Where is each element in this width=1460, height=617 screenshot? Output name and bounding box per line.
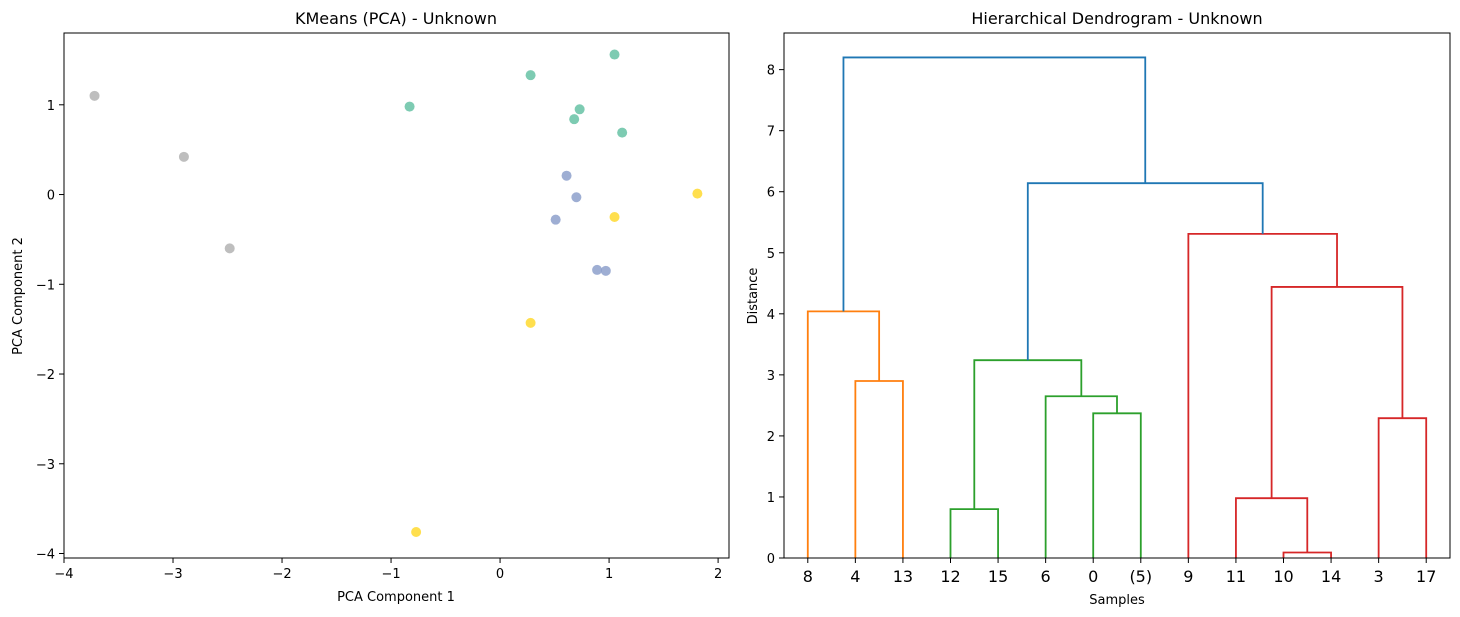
scatter-point <box>571 192 582 203</box>
dendrogram-y-tick-label: 6 <box>767 186 775 201</box>
dendrogram-y-axis-label: Distance <box>746 268 761 325</box>
dendrogram-links <box>806 56 1428 558</box>
scatter-y-tick-label: −1 <box>36 278 55 293</box>
dendrogram-chart: Hierarchical Dendrogram - Unknown Sample… <box>746 9 1451 608</box>
scatter-point <box>609 49 620 60</box>
scatter-x-axis-label: PCA Component 1 <box>337 590 455 605</box>
dendrogram-link <box>1044 395 1118 558</box>
scatter-point <box>178 151 189 162</box>
dendrogram-leaf-label: 9 <box>1183 567 1193 586</box>
dendrogram-leaf-label: 13 <box>893 567 913 586</box>
scatter-point <box>525 317 536 328</box>
kmeans-scatter-chart: KMeans (PCA) - Unknown PCA Component 1 P… <box>11 9 730 605</box>
dendrogram-link <box>854 380 904 558</box>
dendrogram-link <box>1092 412 1142 558</box>
dendrogram-link <box>1187 232 1338 558</box>
scatter-point <box>592 264 603 275</box>
dendrogram-title: Hierarchical Dendrogram - Unknown <box>971 9 1262 28</box>
dendrogram-y-tick-label: 0 <box>767 552 775 567</box>
scatter-point <box>89 90 100 101</box>
scatter-x-tick-label: 1 <box>605 567 613 582</box>
scatter-point <box>692 188 703 199</box>
dendrogram-link <box>842 56 1147 312</box>
dendrogram-leaf-label: 8 <box>803 567 813 586</box>
scatter-y-tick-label: −4 <box>36 548 55 563</box>
dendrogram-y-tick-label: 3 <box>767 369 775 384</box>
dendrogram-link <box>973 359 1083 510</box>
dendrogram-leaf-label: 17 <box>1416 567 1436 586</box>
dendrogram-leaf-label: 11 <box>1226 567 1246 586</box>
scatter-point <box>224 243 235 254</box>
scatter-x-tick-label: −3 <box>163 567 182 582</box>
scatter-plot-frame <box>63 32 730 559</box>
scatter-point <box>617 127 628 138</box>
scatter-point <box>569 114 580 125</box>
scatter-point <box>404 101 415 112</box>
dendrogram-link <box>1235 497 1309 558</box>
dendrogram-y-tick-label: 7 <box>767 125 775 140</box>
scatter-x-tick-label: 0 <box>496 567 504 582</box>
dendrogram-plot-frame <box>783 32 1451 559</box>
scatter-y-tick-label: 1 <box>47 99 55 114</box>
dendrogram-leaf-label: 10 <box>1273 567 1293 586</box>
scatter-y-tick-label: 0 <box>47 189 55 204</box>
scatter-x-tick-label: −1 <box>381 567 400 582</box>
dendrogram-y-tick-label: 2 <box>767 430 775 445</box>
dendrogram-leaf-label: 0 <box>1088 567 1098 586</box>
dendrogram-leaf-label: 14 <box>1321 567 1341 586</box>
scatter-point <box>600 265 611 276</box>
scatter-point <box>411 526 422 537</box>
dendrogram-leaf-label: 15 <box>988 567 1008 586</box>
scatter-points <box>89 49 703 537</box>
dendrogram-y-tick-label: 1 <box>767 491 775 506</box>
dendrogram-link <box>1282 551 1332 558</box>
dendrogram-link <box>1026 182 1264 361</box>
dendrogram-link <box>1377 417 1428 558</box>
scatter-x-tick-label: 2 <box>714 567 722 582</box>
scatter-point <box>561 170 572 181</box>
scatter-point <box>550 214 561 225</box>
scatter-y-tick-label: −2 <box>36 368 55 383</box>
dendrogram-link <box>806 310 881 558</box>
dendrogram-link <box>1270 286 1404 499</box>
dendrogram-y-tick-label: 4 <box>767 308 775 323</box>
scatter-ticks: −4 −3 −2 −1 0 1 2 −4 −3 −2 −1 0 1 <box>36 99 722 582</box>
scatter-x-tick-label: −2 <box>272 567 291 582</box>
scatter-point <box>609 211 620 222</box>
dendrogram-leaf-label: 3 <box>1374 567 1384 586</box>
scatter-point <box>574 104 585 115</box>
dendrogram-leaf-label: 6 <box>1041 567 1051 586</box>
dendrogram-y-tick-label: 5 <box>767 247 775 262</box>
dendrogram-link <box>949 508 999 558</box>
scatter-y-axis-label: PCA Component 2 <box>11 237 26 355</box>
dendrogram-x-axis-label: Samples <box>1089 593 1145 608</box>
dendrogram-leaf-label: 12 <box>940 567 960 586</box>
dendrogram-leaf-label: (5) <box>1129 567 1152 586</box>
scatter-y-tick-label: −3 <box>36 458 55 473</box>
scatter-x-tick-label: −4 <box>54 567 73 582</box>
scatter-point <box>525 70 536 81</box>
dendrogram-y-tick-label: 8 <box>767 64 775 79</box>
dendrogram-leaf-label: 4 <box>850 567 860 586</box>
scatter-title: KMeans (PCA) - Unknown <box>295 9 497 28</box>
